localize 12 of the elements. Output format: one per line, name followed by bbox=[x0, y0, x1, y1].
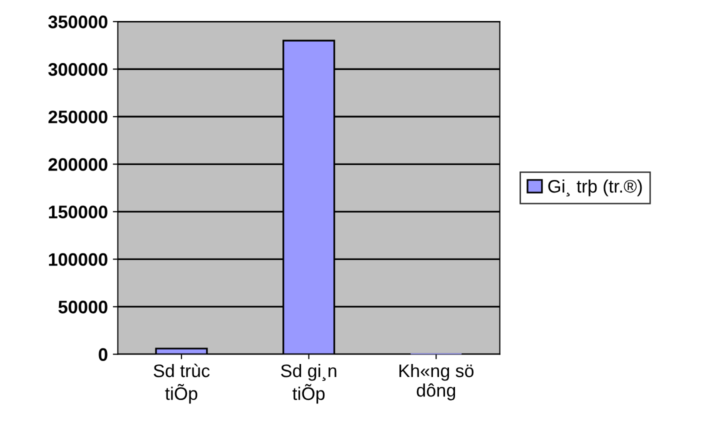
y-tick-label: 300000 bbox=[48, 63, 108, 76]
legend-label: Gi¸ trþ (tr.®) bbox=[548, 179, 642, 196]
x-tick-label: Sd gi¸n tiÕp bbox=[281, 364, 336, 404]
y-tick-label: 50000 bbox=[58, 300, 108, 314]
x-tick-label: Kh«ng sö dông bbox=[399, 364, 474, 400]
y-tick-label: 200000 bbox=[48, 158, 108, 171]
y-tick-label: 250000 bbox=[48, 110, 108, 124]
x-tick-label: Sd trùc tiÕp bbox=[154, 364, 210, 404]
y-tick-label: 350000 bbox=[48, 16, 108, 28]
y-tick-label: 100000 bbox=[48, 253, 108, 266]
y-tick-label: 0 bbox=[98, 348, 108, 361]
y-tick-label: 150000 bbox=[48, 206, 108, 218]
